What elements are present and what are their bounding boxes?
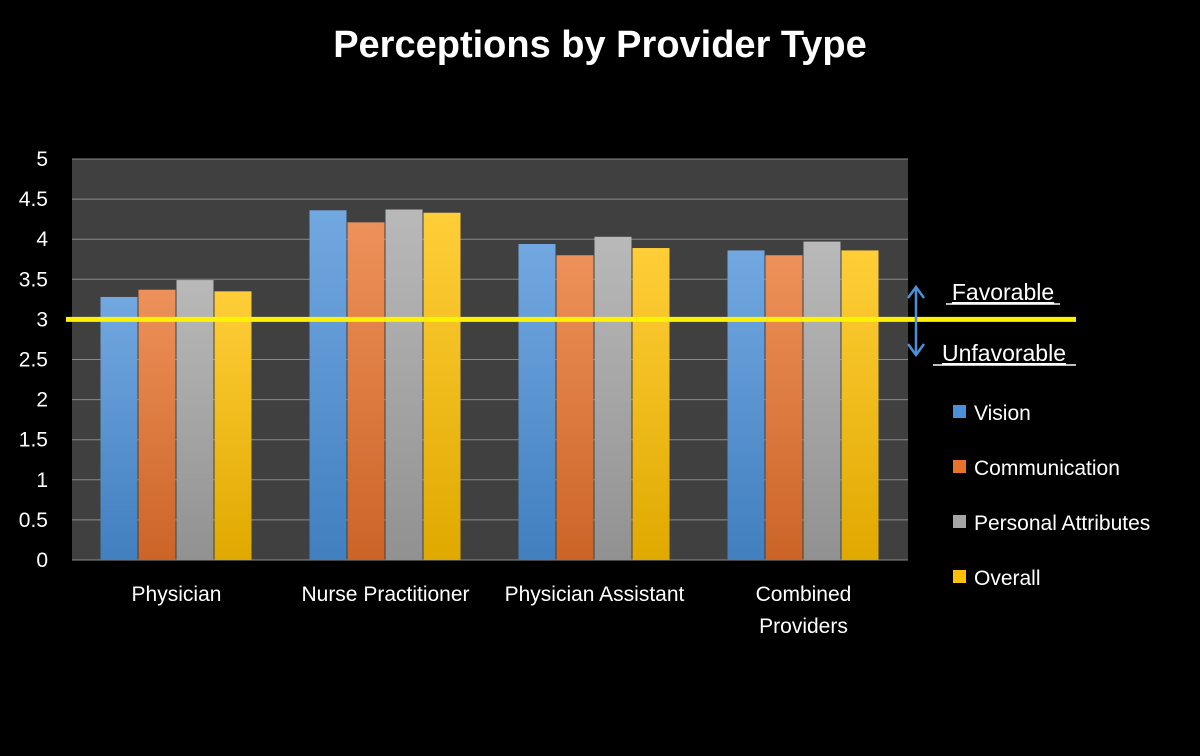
y-tick-label: 3.5	[19, 268, 48, 291]
chart-title: Perceptions by Provider Type	[333, 24, 867, 66]
legend-swatch	[953, 405, 966, 418]
legend: Vision Communication Personal Attributes Ov…	[953, 402, 1150, 590]
x-category-label: Physician Assistant	[505, 583, 685, 606]
arrow-down-icon	[906, 343, 926, 358]
unfavorable-label: Unfavorable	[942, 340, 1066, 366]
bar-vision	[100, 296, 138, 560]
bars	[100, 209, 879, 561]
legend-label: Personal Attributes	[974, 512, 1150, 535]
bar-overall	[632, 248, 670, 560]
y-tick-label: 2.5	[19, 349, 48, 372]
y-tick-label: 1	[36, 469, 48, 492]
x-category-label: Physician	[132, 583, 222, 606]
bar-vision	[518, 244, 556, 560]
annotation-group: Favorable Unfavorable	[906, 279, 1076, 366]
legend-label: Communication	[974, 457, 1120, 480]
bar-communication	[347, 222, 385, 560]
bar-overall	[841, 250, 879, 561]
bar-personal-attributes	[594, 236, 632, 560]
bar-overall	[423, 212, 461, 560]
legend-swatch	[953, 515, 966, 528]
y-tick-label: 5	[36, 148, 48, 171]
y-tick-label: 0	[36, 549, 48, 572]
bar-vision	[727, 250, 765, 561]
bar-vision	[309, 210, 347, 560]
y-tick-label: 4.5	[19, 188, 48, 211]
legend-label: Overall	[974, 567, 1041, 590]
y-tick-label: 3	[36, 308, 48, 331]
bar-personal-attributes	[803, 241, 841, 560]
arrow-up-icon	[906, 284, 926, 299]
bar-communication	[556, 255, 594, 561]
bar-personal-attributes	[385, 209, 423, 560]
favorable-label: Favorable	[952, 279, 1054, 305]
bar-communication	[765, 255, 803, 561]
legend-label: Vision	[974, 402, 1031, 425]
y-tick-label: 1.5	[19, 429, 48, 452]
bar-overall	[214, 291, 252, 560]
x-category-label: Nurse Practitioner	[301, 583, 469, 606]
legend-swatch	[953, 460, 966, 473]
y-axis-ticks: 0 0.5 1 1.5 2 2.5 3 3.5 4 4.5 5	[19, 148, 49, 572]
x-category-label: Providers	[759, 615, 848, 638]
x-axis-categories: Physician Nurse Practitioner Physician Ass…	[132, 583, 852, 638]
legend-swatch	[953, 570, 966, 583]
y-tick-label: 2	[36, 389, 48, 412]
x-category-label: Combined	[756, 583, 852, 606]
y-tick-label: 4	[36, 228, 48, 251]
y-tick-label: 0.5	[19, 509, 48, 532]
bar-communication	[138, 289, 176, 560]
